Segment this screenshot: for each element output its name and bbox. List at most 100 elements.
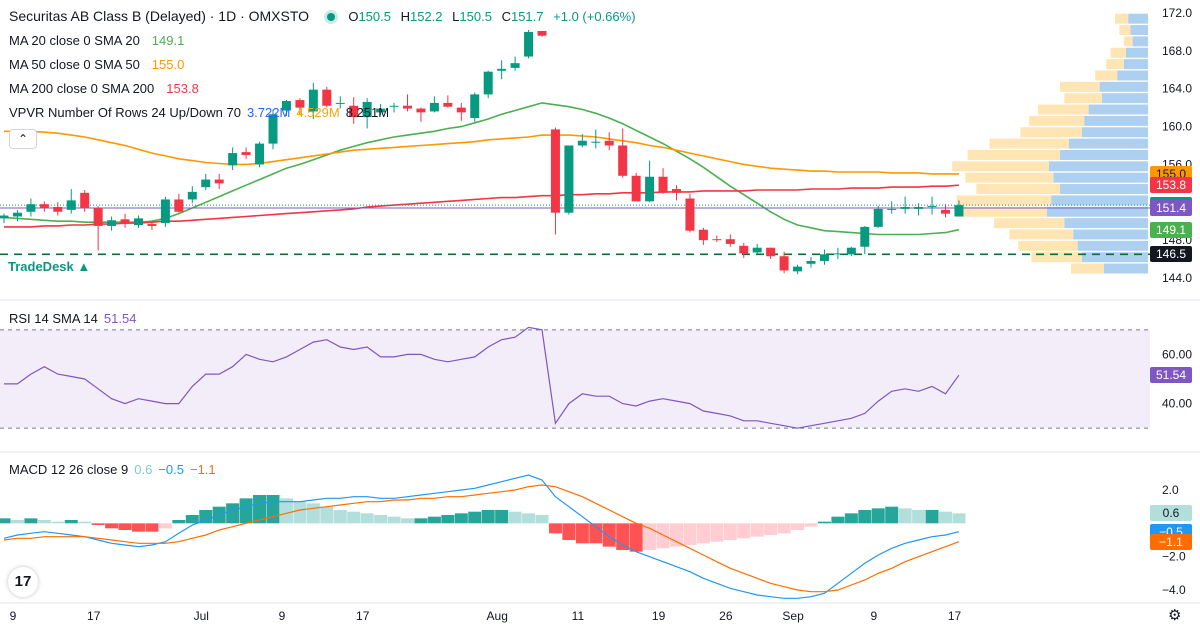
candle-body	[873, 208, 883, 227]
ma50-label: MA 50 close 0 SMA 50	[9, 57, 140, 72]
macd-badge: −1.1	[1150, 533, 1192, 550]
ohlc-low-value: 150.5	[459, 9, 492, 24]
candle-body	[147, 224, 157, 226]
macd-histogram-bar	[441, 515, 455, 524]
ohlc-low-key: L	[452, 9, 460, 24]
candle-body	[725, 239, 735, 244]
candle-body	[214, 179, 224, 184]
vpvr-legend[interactable]: VPVR Number Of Rows 24 Up/Down 70 3.722M 4…	[9, 105, 395, 121]
candle-body	[645, 176, 655, 202]
macd-histogram-bar	[454, 513, 468, 524]
candle-body	[779, 256, 789, 271]
candle-body	[887, 208, 897, 210]
vpvr-down-bar	[1117, 70, 1148, 81]
vpvr-total-value: 8.251M	[345, 105, 390, 120]
rsi-band-fill	[0, 329, 1150, 429]
candle-body	[470, 94, 480, 119]
macd-histogram-bar	[616, 523, 630, 550]
vpvr-up-bar	[1119, 25, 1131, 36]
vpvr-up-bar	[1115, 13, 1129, 24]
candle-body	[429, 102, 439, 112]
vpvr-up-bar	[1095, 70, 1118, 81]
time-tick-label: 9	[10, 609, 17, 623]
macd-histogram-bar	[374, 515, 388, 524]
ohlc-open-key: O	[348, 9, 359, 24]
price-badge: 149.1	[1150, 221, 1192, 238]
macd-histogram-bar	[750, 523, 764, 537]
vpvr-down-bar	[1049, 161, 1148, 172]
vpvr-up-bar	[1020, 127, 1082, 138]
time-tick-label: 9	[870, 609, 877, 623]
ma50-legend[interactable]: MA 50 close 0 SMA 50 155.0	[9, 57, 190, 73]
candle-body	[39, 204, 49, 208]
time-tick-label: Jul	[194, 609, 209, 623]
candle-body	[443, 102, 453, 107]
candle-body	[618, 145, 628, 176]
macd-histogram-bar	[939, 511, 952, 524]
ma-line-ma50	[4, 130, 959, 175]
vpvr-up-bar	[1031, 252, 1082, 263]
macd-line-value: −0.5	[158, 462, 184, 477]
candle-body	[833, 253, 843, 255]
vpvr-down-bar	[1051, 195, 1148, 206]
candle-body	[281, 101, 291, 111]
candle-body	[26, 204, 36, 212]
candle-body	[793, 266, 803, 272]
time-tick-label: 11	[572, 609, 585, 623]
vpvr-up-bar	[1064, 93, 1102, 104]
candle-body	[376, 108, 386, 113]
vpvr-down-bar	[1068, 138, 1148, 149]
macd-histogram-bar	[0, 518, 11, 524]
candle-body	[416, 108, 426, 113]
macd-hist-value: 0.6	[134, 462, 153, 477]
symbol-legend[interactable]: Securitas AB Class B (Delayed) · 1D · OM…	[9, 8, 642, 25]
vpvr-up-bar	[967, 149, 1060, 160]
tradedesk-badge[interactable]: TradeDesk ▲	[8, 259, 91, 274]
macd-legend[interactable]: MACD 12 26 close 9 0.6 −0.5 −1.1	[9, 462, 222, 478]
vpvr-up-bar	[1029, 115, 1085, 126]
macd-histogram-bar	[64, 520, 78, 524]
macd-line	[3, 474, 960, 599]
macd-histogram-bar	[401, 518, 414, 524]
vpvr-down-bar	[1123, 59, 1148, 70]
candle-body	[497, 68, 507, 71]
candle-body	[672, 189, 681, 193]
time-tick-label: Sep	[782, 609, 804, 623]
time-tick-label: 19	[652, 609, 666, 623]
candle-body	[900, 207, 910, 209]
macd-histogram-bar	[885, 506, 899, 524]
ohlc-close-key: C	[501, 9, 511, 24]
ma200-value: 153.8	[166, 81, 199, 96]
candle-body	[591, 141, 601, 143]
macd-histogram-bar	[804, 523, 818, 527]
status-dot-icon	[326, 13, 335, 21]
vpvr-up-bar	[1018, 240, 1078, 251]
vpvr-up-bar	[976, 184, 1060, 195]
candle-body	[389, 105, 399, 107]
candle-body	[93, 207, 103, 226]
collapse-legend-button[interactable]: ⌃	[9, 129, 37, 149]
ma20-legend[interactable]: MA 20 close 0 SMA 20 149.1	[9, 33, 190, 49]
ma200-legend[interactable]: MA 200 close 0 SMA 200 153.8	[9, 81, 205, 97]
candle-body	[12, 212, 22, 217]
vpvr-up-bar	[1106, 59, 1124, 70]
macd-histogram-bar	[132, 523, 145, 532]
candle-body	[537, 30, 547, 36]
rsi-legend[interactable]: RSI 14 SMA 14 51.54	[9, 311, 142, 327]
candlestick-series	[0, 30, 964, 275]
candle-body	[201, 179, 211, 188]
gear-icon[interactable]: ⚙	[1168, 607, 1182, 624]
tradingview-logo[interactable]: 17	[8, 567, 38, 597]
candle-body	[941, 209, 950, 214]
vpvr-down-bar	[1060, 149, 1148, 160]
rsi-badge: 51.54	[1150, 367, 1192, 384]
vpvr-up-bar	[1123, 36, 1133, 47]
vpvr-down-bar	[1088, 104, 1148, 115]
macd-histogram-bar	[831, 516, 845, 524]
candle-body	[255, 143, 265, 165]
vpvr-down-bar	[1082, 127, 1148, 138]
rsi-value: 51.54	[103, 311, 137, 326]
macd-histogram-bar	[791, 523, 805, 530]
macd-histogram-bar	[764, 523, 778, 535]
